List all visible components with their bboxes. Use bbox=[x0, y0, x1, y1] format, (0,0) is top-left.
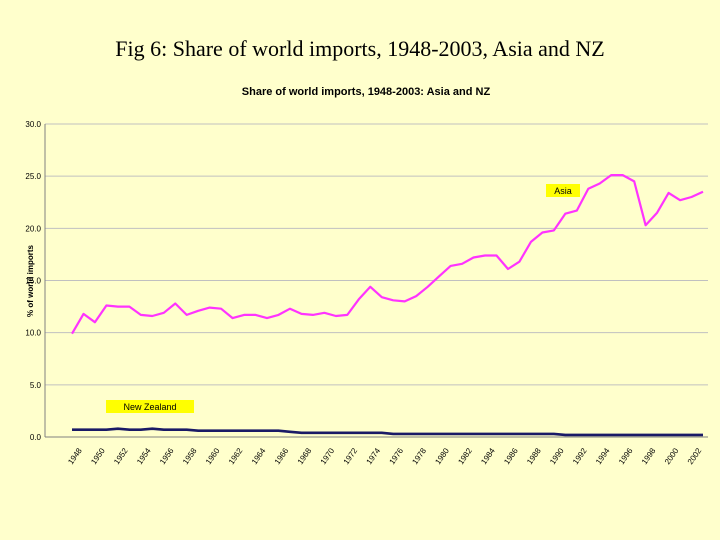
chart-title: Share of world imports, 1948-2003: Asia … bbox=[242, 86, 491, 98]
x-tick-label: 1956 bbox=[158, 446, 176, 466]
x-tick-label: 1986 bbox=[502, 446, 520, 466]
y-tick-labels: 0.0 5.0 10.0 15.0 20.0 25.0 30.0 bbox=[25, 120, 41, 442]
series-line-new-zealand bbox=[72, 427, 703, 437]
x-tick-label: 1990 bbox=[548, 446, 566, 466]
x-tick-label: 1984 bbox=[479, 446, 497, 466]
x-tick-label: 2002 bbox=[686, 446, 704, 466]
x-tick-label: 1950 bbox=[89, 446, 107, 466]
x-tick-label: 1992 bbox=[571, 446, 589, 466]
x-tick-label: 1998 bbox=[640, 446, 658, 466]
x-tick-label: 1982 bbox=[456, 446, 474, 466]
x-tick-label: 1974 bbox=[365, 446, 383, 466]
y-tick-label: 30.0 bbox=[25, 120, 41, 129]
series-lines bbox=[71, 174, 704, 437]
x-tick-label: 1966 bbox=[273, 446, 291, 466]
x-tick-labels: 1948 1950 1952 1954 1956 1958 1960 1962 1964 1966… bbox=[66, 446, 703, 466]
x-tick-label: 1952 bbox=[112, 446, 130, 466]
x-tick-label: 1954 bbox=[135, 446, 153, 466]
x-tick-label: 1996 bbox=[617, 446, 635, 466]
annotation-text: Asia bbox=[554, 186, 572, 196]
x-tick-label: 1960 bbox=[204, 446, 222, 466]
series-line-asia bbox=[71, 174, 704, 335]
annotation-background bbox=[546, 184, 580, 197]
x-tick-label: 1994 bbox=[594, 446, 612, 466]
annotation-text: New Zealand bbox=[123, 402, 176, 412]
x-tick-label: 1976 bbox=[388, 446, 406, 466]
x-tick-label: 1988 bbox=[525, 446, 543, 466]
x-tick-label: 1980 bbox=[433, 446, 451, 466]
annotation-asia: Asia bbox=[546, 184, 580, 197]
x-tick-label: 1962 bbox=[227, 446, 245, 466]
y-tick-label: 15.0 bbox=[25, 277, 41, 286]
x-tick-label: 1978 bbox=[410, 446, 428, 466]
annotation-background bbox=[106, 400, 194, 413]
slide-title: Fig 6: Share of world imports, 1948-2003… bbox=[115, 36, 605, 61]
y-tick-label: 5.0 bbox=[30, 381, 42, 390]
x-tick-label: 1964 bbox=[250, 446, 268, 466]
x-tick-label: 1970 bbox=[319, 446, 337, 466]
x-tick-label: 2000 bbox=[663, 446, 681, 466]
annotation-new-zealand: New Zealand bbox=[106, 400, 194, 413]
series-annotations: Asia New Zealand bbox=[106, 184, 580, 413]
y-tick-label: 25.0 bbox=[25, 172, 41, 181]
x-tick-label: 1972 bbox=[342, 446, 360, 466]
x-tick-label: 1968 bbox=[296, 446, 314, 466]
axes bbox=[44, 124, 708, 438]
y-axis-label: % of world imports bbox=[26, 244, 35, 317]
y-tick-label: 0.0 bbox=[30, 433, 42, 442]
y-tick-label: 20.0 bbox=[25, 224, 41, 233]
y-tick-label: 10.0 bbox=[25, 329, 41, 338]
x-tick-label: 1948 bbox=[66, 446, 84, 466]
x-tick-label: 1958 bbox=[181, 446, 199, 466]
grid-lines bbox=[45, 123, 708, 386]
